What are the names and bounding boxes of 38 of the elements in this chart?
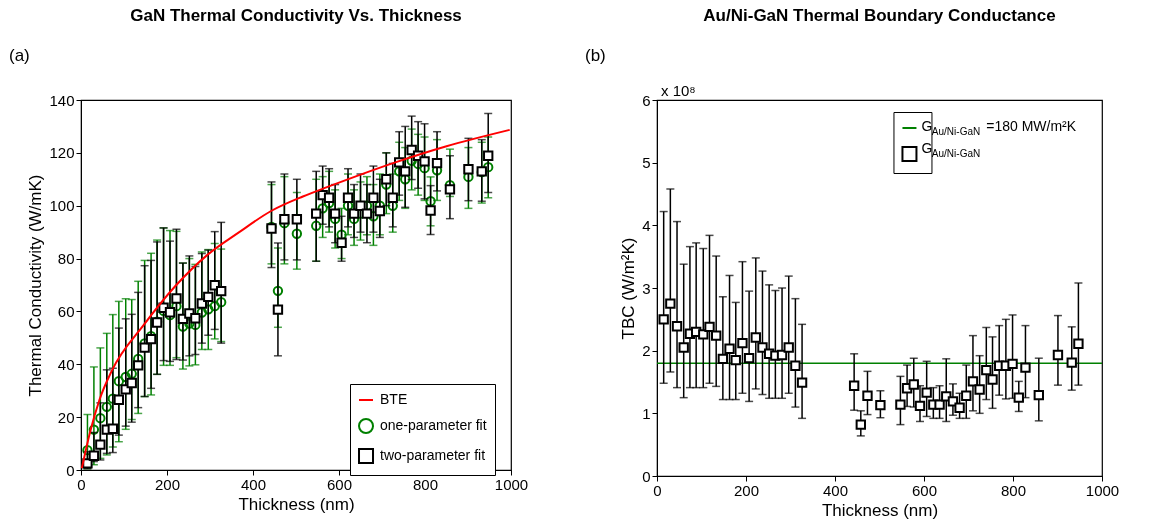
x-tick-label: 1000 [494, 475, 529, 493]
y-axis-title: TBC (W/m²K) [619, 237, 639, 340]
x-tick-label: 600 [911, 481, 938, 499]
x-tick-label: 1000 [1085, 481, 1120, 499]
y-tick-label: 100 [49, 197, 75, 215]
x-tick-label: 0 [77, 475, 86, 493]
x-tick-label: 400 [822, 481, 849, 499]
x-tick-label: 200 [733, 481, 760, 499]
x-tick-label: 800 [412, 475, 439, 493]
y-tick-label: 6 [642, 91, 651, 109]
legend-label: BTE [380, 391, 408, 407]
text: (b) [585, 46, 606, 65]
legend-label: one-parameter fit [380, 417, 487, 433]
x-axis-title: Thickness (nm) [238, 494, 355, 514]
x-axis-title: Thickness (nm) [821, 500, 939, 520]
text: (a) [9, 46, 30, 65]
y-tick-label: 1 [642, 404, 651, 422]
y-tick-label: 3 [642, 279, 651, 297]
text: x 10⁸ [661, 82, 696, 99]
chart-title: Au/Ni-GaN Thermal Boundary Conductance [703, 6, 1056, 25]
y-tick-label: 20 [57, 408, 75, 426]
legend-label: two-parameter fit [380, 447, 486, 463]
y-axis-title: Thermal Conductivity (W/mK) [26, 174, 46, 397]
y-tick-label: 40 [57, 355, 75, 373]
y-tick-label: 2 [642, 342, 651, 360]
y-tick-label: 4 [642, 216, 651, 234]
y-tick-label: 120 [49, 144, 75, 162]
x-tick-label: 200 [154, 475, 181, 493]
y-tick-label: 80 [57, 250, 75, 268]
y-tick-label: 0 [66, 461, 75, 479]
y-tick-label: 140 [49, 91, 75, 109]
x-tick-label: 600 [326, 475, 353, 493]
chart-title: GaN Thermal Conductivity Vs. Thickness [130, 6, 462, 25]
y-tick-label: 60 [57, 302, 75, 320]
x-tick-label: 400 [240, 475, 267, 493]
y-tick-label: 5 [642, 154, 651, 172]
x-tick-label: 0 [653, 481, 662, 499]
x-tick-label: 800 [1000, 481, 1027, 499]
